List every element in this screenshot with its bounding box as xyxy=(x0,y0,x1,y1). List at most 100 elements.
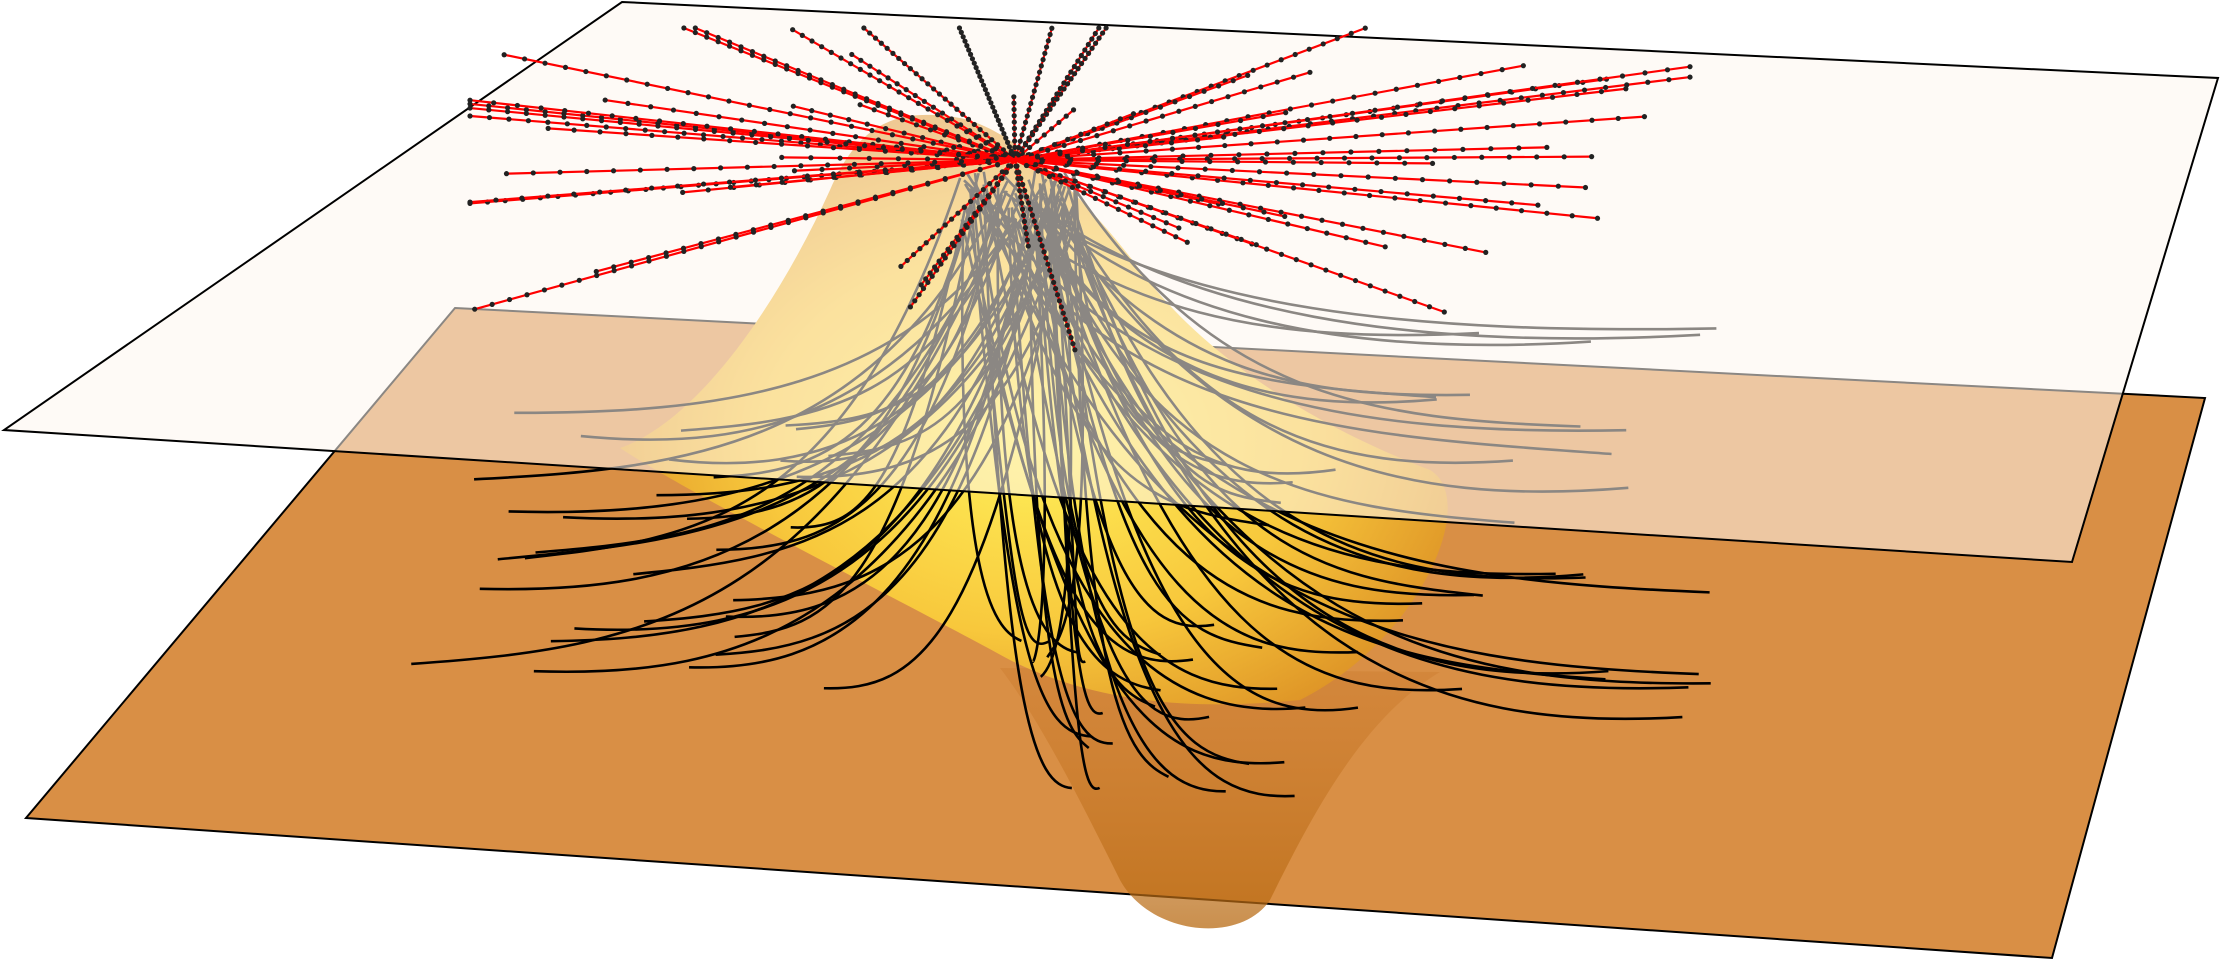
trajectory-marker xyxy=(1123,158,1129,164)
trajectory-marker xyxy=(1168,193,1174,200)
trajectory-marker xyxy=(1305,123,1311,129)
trajectory-marker xyxy=(1226,207,1232,213)
trajectory-marker xyxy=(1077,137,1084,144)
trajectory-marker xyxy=(1012,144,1018,150)
trajectory-marker xyxy=(1029,212,1035,218)
trajectory-marker xyxy=(1516,145,1522,151)
trajectory-marker xyxy=(1092,40,1099,46)
trajectory-marker xyxy=(1026,107,1032,113)
trajectory-marker xyxy=(761,53,767,59)
trajectory-marker xyxy=(1365,174,1371,180)
trajectory-marker xyxy=(1064,81,1071,87)
trajectory-marker xyxy=(1104,121,1110,127)
trajectory-marker xyxy=(1069,184,1076,191)
trajectory-marker xyxy=(693,110,699,116)
trajectory-marker xyxy=(1071,71,1078,77)
trajectory-marker xyxy=(932,159,938,165)
gaussian-well-surface xyxy=(1000,668,1440,929)
trajectory-marker xyxy=(858,57,864,63)
trajectory-marker xyxy=(871,107,877,113)
trajectory-marker xyxy=(1274,79,1280,85)
trajectory-marker xyxy=(805,137,811,143)
trajectory-marker xyxy=(1150,223,1156,229)
trajectory-marker xyxy=(916,292,922,298)
trajectory-marker xyxy=(491,100,497,106)
trajectory-marker xyxy=(1483,198,1489,204)
trajectory-marker xyxy=(1237,117,1244,124)
trajectory-marker xyxy=(1376,148,1382,154)
trajectory-marker xyxy=(901,130,907,136)
trajectory-marker xyxy=(890,191,896,197)
trajectory-marker xyxy=(1207,203,1213,209)
trajectory-marker xyxy=(849,51,855,58)
trajectory-marker xyxy=(919,76,925,82)
trajectory-marker xyxy=(795,70,801,77)
red-trajectory xyxy=(469,99,1016,162)
trajectory-marker xyxy=(1078,52,1084,59)
trajectory-marker xyxy=(925,181,931,187)
trajectory-marker xyxy=(538,105,544,111)
trajectory-marker xyxy=(983,140,989,146)
trajectory-marker xyxy=(986,95,992,101)
trajectory-marker xyxy=(1402,160,1408,166)
trajectory-marker xyxy=(912,298,918,304)
trajectory-marker xyxy=(779,154,785,161)
trajectory-marker xyxy=(1178,192,1184,198)
trajectory-marker xyxy=(1458,126,1464,132)
trajectory-marker xyxy=(1036,121,1043,128)
trajectory-marker xyxy=(971,121,977,128)
trajectory-marker xyxy=(1484,124,1490,131)
trajectory-marker xyxy=(1116,166,1123,172)
trajectory-marker xyxy=(1366,192,1373,199)
trajectory-marker xyxy=(1346,160,1352,166)
trajectory-marker xyxy=(1225,94,1231,100)
trajectory-marker xyxy=(1424,155,1430,161)
trajectory-marker xyxy=(1397,293,1403,299)
trajectory-marker xyxy=(1274,139,1280,145)
trajectory-marker xyxy=(726,179,733,185)
trajectory-marker xyxy=(921,144,927,150)
trajectory-marker xyxy=(907,304,914,310)
trajectory-marker xyxy=(1290,74,1297,80)
trajectory-marker xyxy=(1054,91,1060,97)
trajectory-marker xyxy=(1441,309,1447,315)
trajectory-marker xyxy=(521,56,528,62)
trajectory-marker xyxy=(681,130,687,136)
trajectory-marker xyxy=(1169,170,1175,177)
trajectory-marker xyxy=(955,134,961,140)
trajectory-marker xyxy=(994,181,1001,188)
trajectory-marker xyxy=(1033,126,1039,133)
trajectory-marker xyxy=(855,200,861,206)
trajectory-marker xyxy=(1304,225,1310,232)
trajectory-marker xyxy=(1442,200,1449,206)
trajectory-marker xyxy=(1552,82,1558,88)
trajectory-marker xyxy=(993,155,999,161)
trajectory-marker xyxy=(1259,123,1266,129)
trajectory-marker xyxy=(1125,204,1132,210)
trajectory-marker xyxy=(1403,111,1409,117)
trajectory-marker xyxy=(611,268,617,274)
trajectory-marker xyxy=(1434,105,1440,111)
trajectory-marker xyxy=(977,126,983,133)
trajectory-marker xyxy=(1327,135,1333,141)
trajectory-marker xyxy=(947,249,953,255)
trajectory-marker xyxy=(1555,183,1561,189)
trajectory-marker xyxy=(961,204,967,210)
trajectory-marker xyxy=(843,141,849,147)
trajectory-marker xyxy=(819,44,825,50)
trajectory-marker xyxy=(1326,184,1332,190)
trajectory-marker xyxy=(973,65,979,71)
trajectory-marker xyxy=(1462,245,1468,251)
trajectory-marker xyxy=(1047,267,1053,273)
trajectory-marker xyxy=(988,100,994,106)
trajectory-marker xyxy=(798,163,804,169)
trajectory-marker xyxy=(530,170,536,176)
trajectory-marker xyxy=(1163,220,1169,226)
trajectory-marker xyxy=(1000,147,1006,153)
trajectory-marker xyxy=(1133,199,1139,205)
trajectory-marker xyxy=(958,158,965,165)
trajectory-marker xyxy=(857,102,863,108)
trajectory-marker xyxy=(1314,155,1320,161)
trajectory-marker xyxy=(956,152,962,158)
trajectory-marker xyxy=(1253,242,1259,248)
